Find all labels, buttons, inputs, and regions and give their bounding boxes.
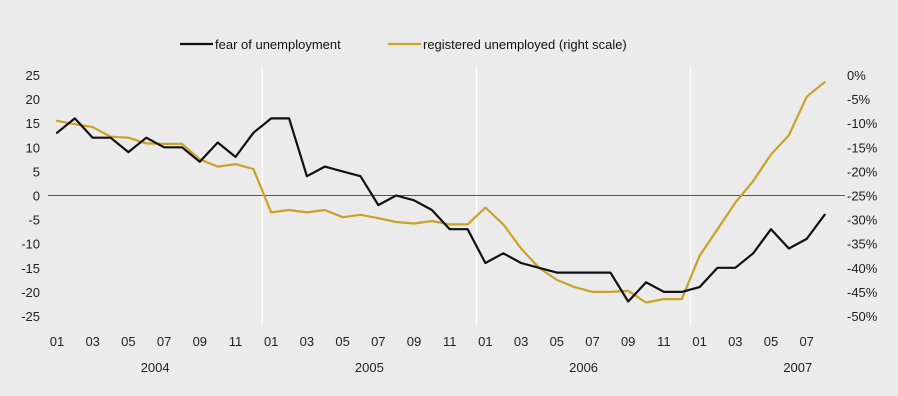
left-tick-label: -15 (21, 261, 40, 276)
x-tick-label: 05 (335, 334, 349, 349)
left-tick-label: -5 (28, 213, 40, 228)
left-tick-label: 0 (33, 189, 40, 204)
left-tick-label: 25 (26, 68, 40, 83)
legend: fear of unemployment registered unemploy… (180, 37, 627, 52)
legend-label-fear: fear of unemployment (215, 37, 341, 52)
right-tick-label: -5% (847, 92, 871, 107)
x-tick-label: 11 (229, 334, 243, 349)
right-tick-label: -40% (847, 261, 878, 276)
x-tick-label: 01 (478, 334, 492, 349)
x-tick-label: 05 (550, 334, 564, 349)
x-tick-label: 09 (407, 334, 421, 349)
right-tick-label: -10% (847, 116, 878, 131)
year-label: 2004 (141, 360, 170, 375)
x-tick-label: 11 (443, 334, 457, 349)
x-tick-label: 09 (193, 334, 207, 349)
year-label: 2005 (355, 360, 384, 375)
year-label: 2006 (569, 360, 598, 375)
x-tick-label: 07 (157, 334, 171, 349)
left-tick-label: 15 (26, 116, 40, 131)
x-tick-label: 03 (85, 334, 99, 349)
right-tick-label: -50% (847, 309, 878, 324)
x-tick-label: 01 (50, 334, 64, 349)
x-tick-label: 03 (514, 334, 528, 349)
right-tick-label: -30% (847, 213, 878, 228)
series-group (55, 81, 826, 304)
left-tick-label: 10 (26, 140, 40, 155)
legend-label-registered: registered unemployed (right scale) (423, 37, 627, 52)
right-tick-label: -35% (847, 237, 878, 252)
left-axis-ticks: 25 20 15 10 5 0 -5 -10 -15 -20 -25 (21, 68, 40, 324)
right-tick-label: -20% (847, 164, 878, 179)
x-axis-tick-labels: 01 03 05 07 09 11 01 03 05 07 09 11 01 03 05 07 09 11 01 03… (50, 334, 814, 349)
right-tick-label: 0% (847, 68, 866, 83)
x-tick-label: 01 (264, 334, 278, 349)
x-tick-label: 01 (692, 334, 706, 349)
x-tick-label: 03 (300, 334, 314, 349)
series-line-registered-unemployed (55, 81, 826, 304)
x-tick-label: 05 (764, 334, 778, 349)
right-tick-label: -15% (847, 140, 878, 155)
series-line-fear-of-unemployment (55, 117, 826, 303)
left-tick-label: 5 (33, 164, 40, 179)
x-tick-label: 07 (371, 334, 385, 349)
x-tick-label: 11 (657, 334, 671, 349)
year-label: 2007 (783, 360, 812, 375)
x-tick-label: 09 (621, 334, 635, 349)
right-axis-ticks: 0% -5% -10% -15% -20% -25% -30% -35% -40% -45% -50… (847, 68, 878, 324)
x-tick-label: 03 (728, 334, 742, 349)
right-tick-label: -45% (847, 285, 878, 300)
left-tick-label: -25 (21, 309, 40, 324)
right-tick-label: -25% (847, 189, 878, 204)
x-axis-year-labels: 2004 2005 2006 2007 (141, 360, 813, 375)
left-tick-label: -10 (21, 237, 40, 252)
x-tick-label: 05 (121, 334, 135, 349)
left-tick-label: 20 (26, 92, 40, 107)
x-tick-label: 07 (799, 334, 813, 349)
left-tick-label: -20 (21, 285, 40, 300)
x-tick-label: 07 (585, 334, 599, 349)
